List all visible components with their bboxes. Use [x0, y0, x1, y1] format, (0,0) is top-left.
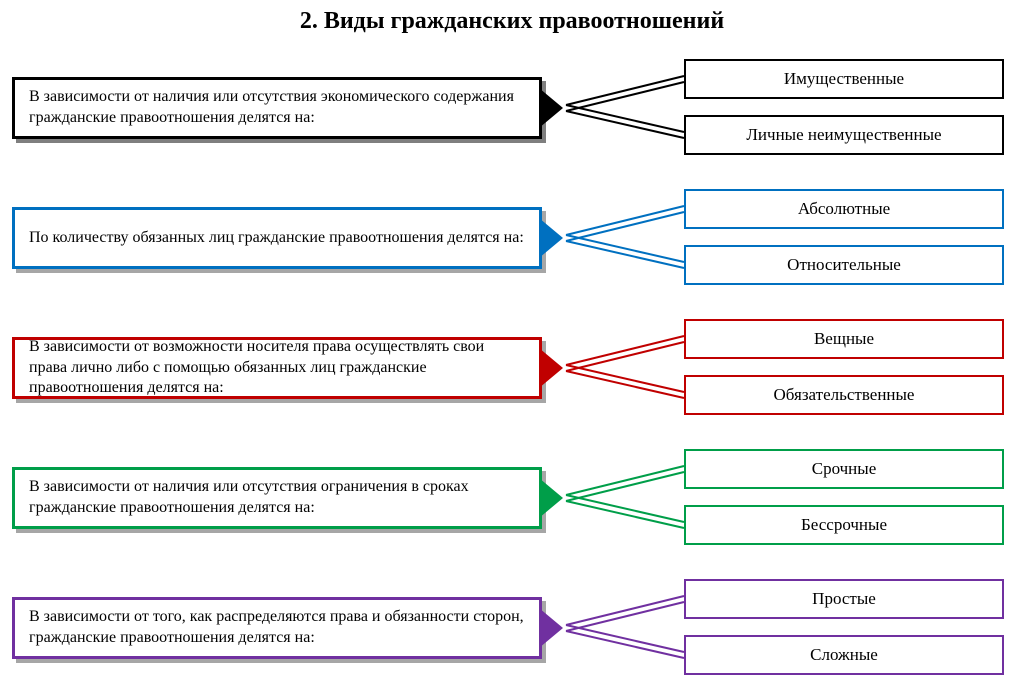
diagram-container: В зависимости от наличия или отсутствия …: [0, 53, 1024, 697]
category-text: Обязательственные: [774, 385, 915, 405]
category-box: Имущественные: [684, 59, 1004, 99]
criterion-box: В зависимости от наличия или отсутствия …: [12, 467, 542, 529]
criterion-box: В зависимости от того, как распределяютс…: [12, 597, 542, 659]
diagram-row: В зависимости от наличия или отсутствия …: [0, 443, 1024, 567]
category-box: Личные неимущественные: [684, 115, 1004, 155]
criterion-text: В зависимости от наличия или отсутствия …: [29, 477, 525, 519]
diagram-row: В зависимости от возможности носителя пр…: [0, 313, 1024, 437]
category-text: Простые: [812, 589, 876, 609]
category-text: Абсолютные: [798, 199, 890, 219]
category-text: Вещные: [814, 329, 874, 349]
category-box: Простые: [684, 579, 1004, 619]
criterion-text: В зависимости от возможности носителя пр…: [29, 337, 525, 399]
criterion-box: В зависимости от наличия или отсутствия …: [12, 77, 542, 139]
diagram-row: В зависимости от того, как распределяютс…: [0, 573, 1024, 697]
category-box: Вещные: [684, 319, 1004, 359]
criterion-text: По количеству обязанных лиц гражданские …: [29, 228, 524, 249]
diagram-row: По количеству обязанных лиц гражданские …: [0, 183, 1024, 307]
criterion-box: По количеству обязанных лиц гражданские …: [12, 207, 542, 269]
category-text: Имущественные: [784, 69, 904, 89]
category-box: Абсолютные: [684, 189, 1004, 229]
category-text: Сложные: [810, 645, 878, 665]
category-text: Бессрочные: [801, 515, 887, 535]
category-box: Обязательственные: [684, 375, 1004, 415]
category-box: Бессрочные: [684, 505, 1004, 545]
diagram-row: В зависимости от наличия или отсутствия …: [0, 53, 1024, 177]
category-text: Личные неимущественные: [746, 125, 941, 145]
page-title: 2. Виды гражданских правоотношений: [0, 0, 1024, 53]
category-text: Срочные: [812, 459, 877, 479]
category-text: Относительные: [787, 255, 901, 275]
criterion-text: В зависимости от того, как распределяютс…: [29, 607, 525, 649]
category-box: Срочные: [684, 449, 1004, 489]
criterion-text: В зависимости от наличия или отсутствия …: [29, 87, 525, 129]
criterion-box: В зависимости от возможности носителя пр…: [12, 337, 542, 399]
category-box: Относительные: [684, 245, 1004, 285]
category-box: Сложные: [684, 635, 1004, 675]
